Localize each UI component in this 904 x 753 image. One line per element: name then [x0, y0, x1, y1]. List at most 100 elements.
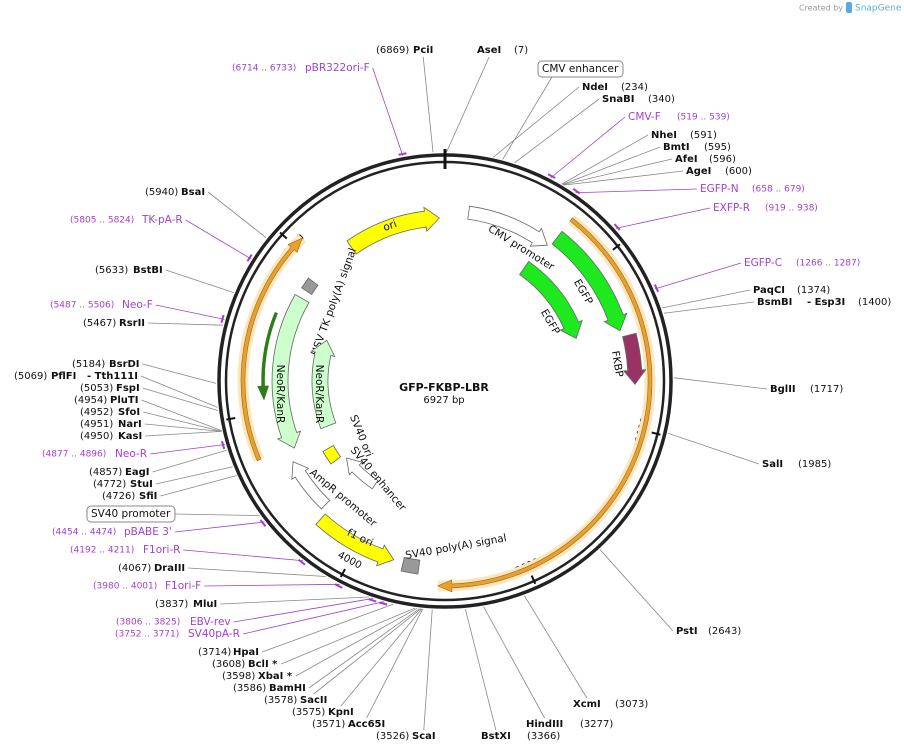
feature [519, 260, 583, 339]
leader-line [185, 219, 252, 260]
ruler-tick [339, 568, 346, 578]
site-position: (340) [648, 94, 675, 105]
feature-label: NeoR/KanR [313, 365, 325, 424]
leader-line [295, 607, 418, 677]
primer-name: CMV-F [628, 111, 661, 123]
leader-line [663, 301, 755, 314]
feature [346, 206, 440, 255]
site-position: (5633) [95, 265, 128, 276]
leader-line [423, 609, 433, 731]
primer-range: (4877 .. 4896) [42, 450, 106, 460]
site-name: PflFI [51, 371, 76, 382]
primer-name: Neo-R [115, 448, 147, 460]
primer-mark [298, 558, 306, 566]
primer-range: (1266 .. 1287) [796, 259, 860, 269]
site-name: SfoI [118, 407, 140, 418]
primer-mark [334, 583, 343, 589]
highlight-arc [437, 217, 653, 593]
site-name: XcmI [573, 699, 601, 710]
leader-line [667, 432, 760, 465]
site-name: FspI [116, 383, 140, 394]
leader-line [145, 430, 222, 437]
site-name: SacII [300, 695, 327, 706]
leader-line [148, 322, 223, 326]
primer-name: EBV-rev [190, 616, 231, 628]
site-position: (3526) [376, 731, 409, 742]
leader-line [575, 188, 698, 194]
site-name: PaqCI [753, 285, 785, 296]
leader-line [149, 444, 226, 455]
primer-mark [220, 314, 225, 324]
site-position: (6869) [376, 45, 409, 56]
ruler-tick [530, 575, 537, 585]
callout-box [86, 505, 176, 523]
primer-mark [547, 173, 556, 179]
site-position: (1985) [798, 459, 831, 470]
site-name: BamHI [269, 683, 306, 694]
site-name: MluI [193, 599, 217, 610]
leader-line [152, 449, 227, 473]
site-name: Acc65I [348, 719, 385, 730]
site-position: (596) [709, 154, 736, 165]
plasmid-length: 6927 bp [423, 395, 464, 406]
leader-line [562, 158, 673, 186]
site-name: NdeI [582, 82, 608, 93]
site-position: (1400) [858, 297, 891, 308]
leader-line [165, 269, 234, 294]
site-position: (3571) [312, 719, 345, 730]
site-position: (4951) [80, 419, 113, 430]
site-position: (4772) [93, 479, 126, 490]
primer-name: pBABE 3' [124, 526, 172, 538]
site-name: NheI [651, 130, 677, 141]
leader-line [308, 608, 420, 689]
feature-label: SV40 poly(A) signal [404, 532, 507, 562]
site-position: (595) [704, 142, 731, 153]
feature [310, 339, 337, 430]
feature [315, 513, 395, 567]
primer-range: (658 .. 679) [752, 185, 805, 195]
primer-range: (3752 .. 3771) [115, 630, 179, 640]
site-name: PstI [676, 626, 698, 637]
highlight-halo [437, 215, 656, 592]
site-name: HindIII [526, 719, 563, 730]
leader-line [207, 191, 267, 239]
site-position: (5184) [72, 359, 105, 370]
leader-line [204, 583, 340, 587]
feature [551, 230, 628, 332]
site-alias: - Esp3I [807, 297, 845, 308]
feature [467, 205, 548, 247]
brand: SnapGene [855, 4, 902, 14]
leader-line [174, 513, 260, 517]
primer-range: (5805 .. 5824) [70, 216, 134, 226]
primer-range: (6714 .. 6733) [232, 64, 296, 74]
primer-mark [368, 598, 377, 603]
leader-line [446, 56, 490, 153]
site-name: BsaI [181, 187, 205, 198]
highlight-arc [240, 237, 303, 462]
site-name: HpaI [233, 647, 259, 658]
leader-line [372, 67, 404, 157]
site-name: StuI [130, 479, 153, 490]
site-position: (600) [725, 166, 752, 177]
ruler-tick [279, 231, 288, 240]
leader-line [261, 603, 394, 653]
site-name: XbaI * [258, 671, 293, 682]
logo [846, 2, 852, 13]
leader-line [233, 598, 374, 623]
leader-line [524, 595, 588, 699]
site-name: BsmBI [757, 297, 792, 308]
site-name: PluTI [110, 395, 138, 406]
primer-name: EGFP-C [744, 257, 782, 269]
feature [622, 332, 647, 385]
primer-name: EGFP-N [700, 183, 739, 195]
primer-range: (4454 .. 4474) [52, 528, 116, 538]
leader-line [242, 601, 384, 635]
primer-mark [379, 601, 388, 606]
site-name: SalI [762, 459, 783, 470]
site-position: (234) [621, 82, 648, 93]
site-position: (1374) [797, 285, 830, 296]
site-position: (3073) [615, 699, 648, 710]
site-position: (4067) [118, 563, 151, 574]
callout-box [537, 60, 624, 78]
